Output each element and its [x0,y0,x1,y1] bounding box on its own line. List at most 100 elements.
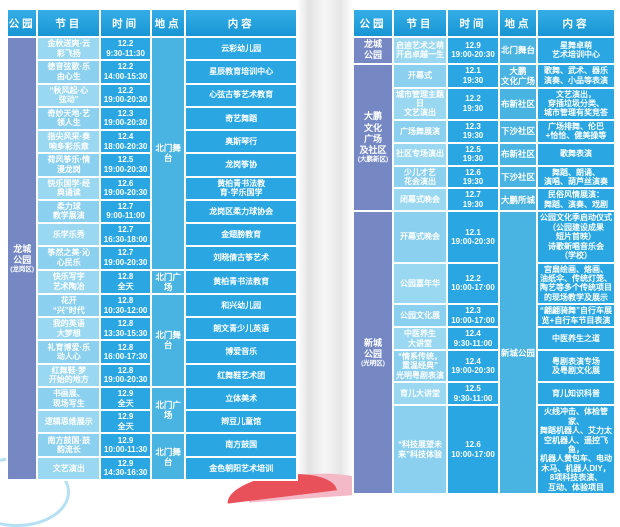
content-cell: 金色朝阳艺术培训 [186,457,296,479]
program-cell: “情系传统， 重温经典” 光明粤剧表演 [394,351,446,382]
column-header: 公园 [354,10,392,36]
table-row: 新城 公园 (光明区) 开幕式晚会 12.1 19:00-20:30 新城公园 公园文化季… [354,212,614,494]
program-cell: “科技展望未 来”科技体验 [394,406,446,494]
time-cell: 12.5 19:00-20:30 [101,154,150,176]
time-cell: 12.7 16:30-18:00 [101,224,150,246]
table-row: 柔力球 教学展演 12.7 9:00-11:00 龙岗区柔力球协会 [8,200,296,222]
time-cell: 12.3 19:30 [448,120,498,142]
time-cell: 12.2 10:00-17:00 [448,263,498,304]
table-row: 龙城 公园 (龙岗区) 金秋送爽·云 彩飞扬 12.2 9:30-11:30 北门舞台云… [8,38,296,479]
table-row: 书画展、 现场写生 12.9 全天 北门广场 立体美术 [8,387,296,433]
time-cell: 12.8 13:30-15:30 [101,318,150,340]
content-cell: 立体美术 [186,387,296,410]
content-cell: 金翅膀教育 [186,224,296,246]
time-cell: 12.8 16:00-17:30 [101,341,150,363]
time-cell: 12.4 19:00-20:30 [448,351,498,382]
table-row: 中医养生 大讲堂 12.4 9:30-11:00 中医养生之道 [354,328,614,350]
time-cell: 12.6 10:00-17:00 [448,406,498,494]
program-cell: 快乐国学·经 典诵读 [38,177,100,199]
content-cell: 南方鼓国 [186,434,296,456]
time-cell: 12.9 19:00-20:30 [448,38,498,63]
page-fold-shadow [297,0,353,485]
location-cell: 北门广场 [151,387,185,433]
location-cell: 大鹏所城 [500,189,536,211]
location-cell: 布新社区 [500,88,536,119]
time-cell: 12.6 19:00-20:30 [101,177,150,199]
schedule-table-left: 公园 节目 时间 地点 内容 龙城 公园 (龙岗区) 金秋送爽·云 彩飞扬 12.2 9:30-… [6,8,298,481]
table-row: 公园嘉年华 12.2 10:00-17:00 宫扇绘画、烙画、 油纸伞、传统灯笼、 … [354,263,614,304]
location-cell: 下沙社区 [500,120,536,142]
table-row: 育儿大讲堂 12.5 9:30-11:00 育儿知识科普 [354,383,614,405]
time-cell: 12.2 14:00-15:30 [101,61,150,83]
park-cell: 大鹏 文化 广场 及社区 (大鹏新区) [354,64,392,211]
content-cell: 民俗风情展演： 舞蹈、演奏、戏剧 [538,189,614,211]
table-row: 快乐写字 艺术陶冶 12.8 全天 北门广场 黄柏青书法教育 [8,270,296,293]
column-header: 节目 [38,10,100,36]
park-district-label: (光明区) [361,360,385,368]
content-cell: 奇艺舞蹈 [186,107,296,129]
content-cell: 红舞鞋艺术团 [186,364,296,386]
column-header: 时间 [448,10,498,36]
content-cell: 博爱音乐 [186,341,296,363]
time-cell: 12.9 全天 [101,387,150,410]
program-cell: 公园嘉年华 [394,263,446,304]
location-cell: 北门舞台 [151,38,185,269]
table-row: 南方鼓国·鼓 韵流长 12.9 10:00-11:30 北门舞台 南方鼓国 [8,434,296,479]
program-cell: 我的英语 大梦想 [38,318,100,340]
program-cell: 德音弦歌·乐 由心生 [38,61,100,83]
time-cell: 12.9 10:00-11:30 [101,434,150,456]
program-cell: 花开 “兴”时代 [38,294,100,317]
park-cell: 龙城 公园 (龙岗区) [8,38,37,479]
time-cell: 12.2 19:00-20:30 [101,84,150,106]
program-cell: 育儿大讲堂 [394,383,446,405]
time-cell: 12.8 10:30-12:00 [101,294,150,317]
time-cell: 12.4 18:00-20:30 [101,131,150,153]
park-district-label: (大鹏新区) [357,156,389,164]
content-cell: 歌舞、武术、器乐 演奏、小品等表演 [538,64,614,87]
table-row: “科技展望未 来”科技体验 12.6 10:00-17:00 火线冲击、体检管家、 … [354,406,614,494]
location-cell: 下沙社区 [500,166,536,188]
time-cell: 12.2 19:30 [448,88,498,119]
program-cell: 逻辑思维展示 [38,411,100,433]
time-cell: 12.6 19:30 [448,166,498,188]
program-cell: 公园文化展 [394,305,446,327]
content-cell: 龙岗区柔力球协会 [186,200,296,222]
program-cell: “秋风起·心 弦动” [38,84,100,106]
time-cell: 12.7 19:00-20:30 [101,247,150,269]
time-cell: 12.3 10:00-17:00 [448,305,498,327]
content-cell: 星辰教育培训中心 [186,61,296,83]
content-cell: 云彩幼儿园 [186,38,296,60]
table-row: 荷风筝乐·情 漫龙岗 12.5 19:00-20:30 龙岗筝协 [8,154,296,176]
table-row: 德音弦歌·乐 由心生 12.2 14:00-15:30 星辰教育培训中心 [8,61,296,83]
content-cell: 刘晓倩古筝艺术 [186,247,296,269]
location-cell: 新城公园 [500,212,536,494]
content-cell: 和兴幼儿园 [186,294,296,317]
header-row: 公园 节目 时间 地点 内容 [8,10,296,36]
content-cell: 黄柏青书法教 育·学乐国学 [186,177,296,199]
column-header: 时间 [101,10,150,36]
location-cell: 北门舞台 [151,434,185,479]
location-cell: 布新社区 [500,143,536,165]
content-cell: 辫豆儿童馆 [186,411,296,433]
program-cell: 红舞鞋·梦 开始的地方 [38,364,100,386]
time-cell: 12.7 9:00-11:00 [101,200,150,222]
content-cell: 舞蹈、朗诵、 演唱、葫芦丝演奏 [538,166,614,188]
column-header: 内容 [538,10,614,36]
program-cell: 指尖风采·奏 响多彩乐章 [38,131,100,153]
location-cell: 北门广场 [151,270,185,293]
program-cell: 筝然之美·沁 心民乐 [38,247,100,269]
program-cell: 社区专场演出 [394,143,446,165]
time-cell: 12.8 19:00-20:30 [101,364,150,386]
content-cell: 广场排舞、伦巴 +恰恰、健美操等 [538,120,614,142]
table-row: 指尖风采·奏 响多彩乐章 12.4 18:00-20:30 奥斯琴行 [8,131,296,153]
program-cell: 金秋送爽·云 彩飞扬 [38,38,100,60]
table-row: 文艺演出 12.9 14:30-16:30 金色朝阳艺术培训 [8,457,296,479]
time-cell: 12.9 14:30-16:30 [101,457,150,479]
content-cell: 心弦古筝艺术教育 [186,84,296,106]
program-cell: 启迪艺术之萌 开启卓越一生 [394,38,446,63]
content-cell: 黄柏青书法教育 [186,270,296,293]
time-cell: 12.3 19:00-20:30 [101,107,150,129]
table-row: 花开 “兴”时代 12.8 10:30-12:00 北门舞台 和兴幼儿园 [8,294,296,386]
table-row: 我的英语 大梦想 12.8 13:30-15:30 朗文青少儿英语 [8,318,296,340]
park-district-label: (龙岗区) [10,266,35,274]
